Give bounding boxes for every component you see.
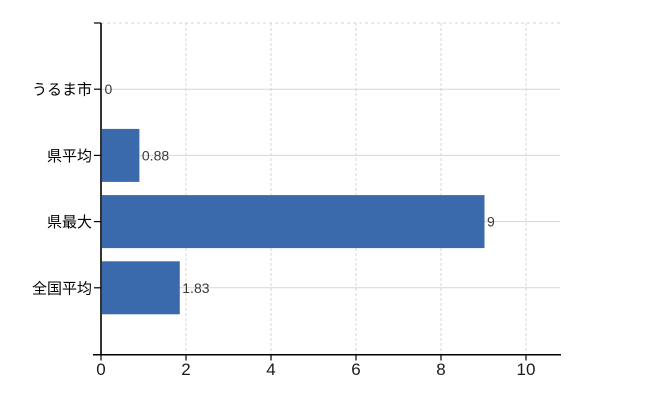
category-label-3: 全国平均 — [32, 279, 92, 297]
value-label-3: 1.83 — [182, 280, 209, 296]
value-label-1: 0.88 — [142, 147, 169, 163]
x-tick-label-4: 4 — [266, 360, 275, 379]
x-tick-label-8: 8 — [436, 360, 445, 379]
x-tick-label-6: 6 — [351, 360, 360, 379]
category-label-2: 県最大 — [47, 214, 92, 231]
x-tick-label-0: 0 — [96, 360, 105, 379]
category-label-0: うるま市 — [32, 82, 92, 99]
bar-3 — [102, 261, 180, 315]
x-tick-label-10: 10 — [517, 360, 536, 379]
bar-2 — [102, 195, 485, 249]
category-label-1: 県平均 — [47, 148, 92, 165]
value-label-2: 9 — [487, 214, 495, 230]
value-label-0: 0 — [105, 81, 113, 97]
bar-1 — [102, 128, 140, 182]
x-tick-label-2: 2 — [181, 360, 190, 379]
